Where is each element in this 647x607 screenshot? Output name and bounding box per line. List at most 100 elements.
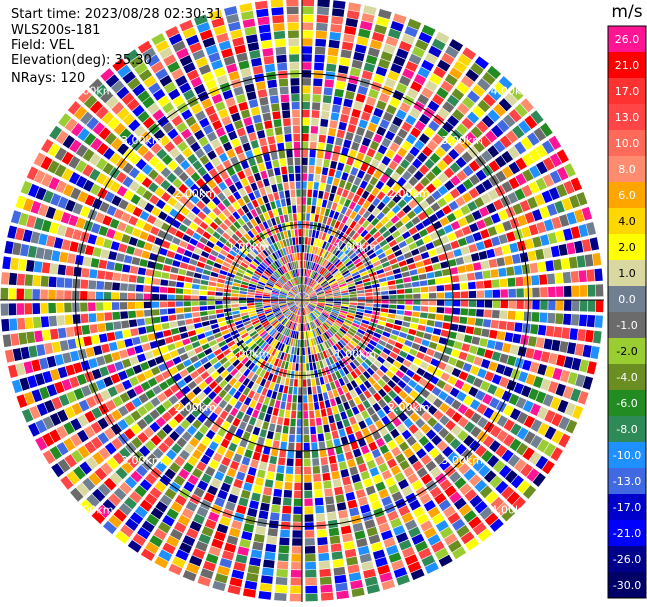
- velocity-gate: [467, 90, 480, 103]
- velocity-gate: [298, 387, 302, 395]
- velocity-gate: [409, 412, 420, 423]
- velocity-gate: [462, 47, 477, 60]
- velocity-gate: [481, 150, 493, 163]
- velocity-gate: [509, 344, 520, 355]
- velocity-gate: [280, 94, 290, 103]
- velocity-gate: [411, 480, 423, 491]
- velocity-gate: [249, 280, 258, 286]
- velocity-gate: [302, 300, 309, 305]
- velocity-gate: [361, 13, 375, 23]
- velocity-gate: [464, 213, 475, 224]
- velocity-gate: [143, 285, 152, 293]
- velocity-gate: [255, 477, 264, 486]
- velocity-gate: [435, 246, 445, 255]
- range-ring-label: 4.00km: [72, 503, 114, 516]
- velocity-gate: [320, 457, 328, 466]
- velocity-gate: [325, 302, 333, 305]
- velocity-gate: [269, 226, 276, 235]
- velocity-gate: [280, 266, 286, 274]
- velocity-gate: [498, 267, 507, 277]
- velocity-gate: [69, 139, 82, 153]
- velocity-gate: [338, 65, 349, 74]
- velocity-gate: [207, 301, 215, 305]
- velocity-gate: [383, 451, 394, 462]
- velocity-gate: [320, 268, 327, 276]
- velocity-gate: [419, 164, 430, 175]
- velocity-gate: [180, 128, 192, 140]
- velocity-gate: [275, 282, 283, 287]
- velocity-gate: [448, 357, 458, 366]
- velocity-gate: [474, 197, 485, 208]
- velocity-gate: [20, 180, 32, 195]
- velocity-gate: [563, 313, 572, 325]
- velocity-gate: [282, 286, 289, 292]
- velocity-gate: [75, 160, 88, 173]
- velocity-gate: [276, 465, 285, 474]
- velocity-gate: [414, 139, 425, 151]
- velocity-gate: [271, 320, 279, 327]
- velocity-gate: [537, 363, 548, 376]
- velocity-gate: [258, 461, 268, 471]
- velocity-gate: [104, 281, 113, 290]
- colorbar-swatches: [607, 25, 647, 599]
- velocity-gate: [306, 363, 310, 371]
- velocity-gate: [444, 284, 453, 291]
- velocity-gate: [263, 334, 271, 341]
- velocity-gate: [208, 391, 217, 400]
- velocity-gate: [55, 130, 69, 145]
- velocity-gate: [375, 557, 388, 568]
- velocity-gate: [294, 490, 302, 499]
- velocity-gate: [238, 394, 247, 403]
- velocity-gate: [312, 346, 317, 354]
- velocity-gate: [361, 561, 374, 571]
- velocity-gate: [292, 314, 297, 322]
- velocity-gate: [408, 53, 422, 65]
- velocity-gate: [508, 393, 520, 406]
- velocity-gate: [389, 334, 398, 341]
- velocity-gate: [76, 373, 87, 386]
- velocity-gate: [477, 528, 492, 542]
- velocity-gate: [400, 265, 409, 273]
- velocity-gate: [88, 472, 102, 486]
- velocity-gate: [228, 21, 241, 32]
- velocity-gate: [346, 157, 355, 166]
- velocity-gate: [489, 397, 500, 409]
- velocity-gate: [343, 164, 352, 174]
- velocity-gate: [253, 172, 262, 182]
- velocity-gate: [323, 260, 330, 268]
- velocity-gate: [286, 402, 292, 411]
- velocity-gate: [314, 255, 319, 263]
- velocity-gate: [167, 343, 176, 352]
- velocity-gate: [279, 316, 286, 323]
- velocity-gate: [238, 384, 246, 393]
- velocity-gate: [326, 135, 335, 145]
- velocity-gate: [326, 176, 334, 185]
- velocity-gate: [77, 429, 89, 443]
- velocity-gate: [255, 306, 264, 310]
- velocity-gate: [361, 410, 370, 420]
- velocity-gate: [186, 364, 196, 374]
- velocity-gate: [309, 270, 313, 278]
- velocity-gate: [499, 278, 508, 288]
- velocity-gate: [110, 241, 120, 251]
- velocity-gate: [283, 309, 290, 315]
- velocity-gate: [20, 346, 30, 360]
- velocity-gate: [288, 442, 295, 451]
- velocity-gate: [505, 470, 518, 484]
- velocity-gate: [247, 507, 258, 518]
- velocity-gate: [281, 335, 286, 343]
- velocity-gate: [472, 84, 486, 97]
- velocity-gate: [474, 479, 487, 493]
- velocity-gate: [355, 93, 366, 103]
- velocity-gate: [248, 132, 257, 142]
- velocity-gate: [243, 335, 251, 342]
- velocity-gate: [309, 330, 313, 339]
- velocity-gate: [175, 549, 189, 561]
- velocity-gate: [280, 360, 286, 369]
- velocity-gate: [468, 290, 477, 298]
- velocity-gate: [270, 217, 277, 226]
- velocity-gate: [172, 373, 182, 382]
- velocity-gate: [308, 314, 313, 322]
- velocity-gate: [390, 428, 400, 439]
- velocity-gate: [257, 328, 265, 335]
